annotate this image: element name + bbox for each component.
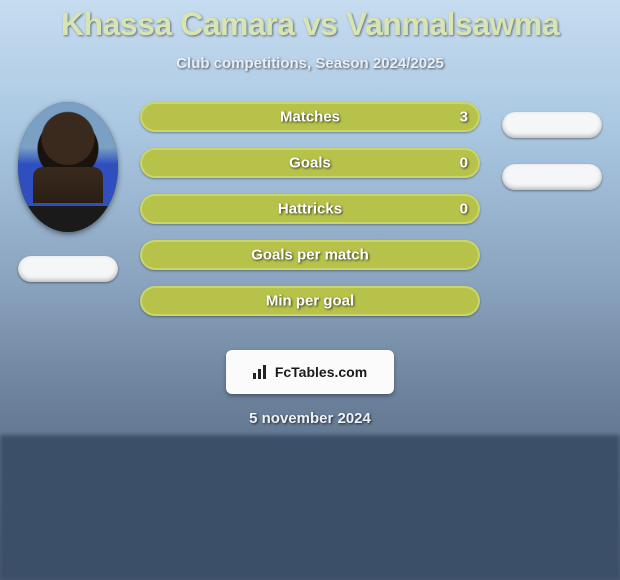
stat-bar: Hattricks0	[140, 194, 480, 224]
comparison-content: Matches3Goals0Hattricks0Goals per matchM…	[0, 102, 620, 332]
stat-bar-label: Goals per match	[142, 247, 478, 264]
player-right-name-pill-1	[502, 112, 602, 138]
player-left-avatar	[18, 102, 118, 232]
bar-chart-icon	[253, 365, 271, 379]
stat-bar: Min per goal	[140, 286, 480, 316]
stat-bar: Goals per match	[140, 240, 480, 270]
page-subtitle: Club competitions, Season 2024/2025	[0, 55, 620, 72]
stat-bars: Matches3Goals0Hattricks0Goals per matchM…	[140, 102, 480, 316]
infographic-container: Khassa Camara vs Vanmalsawma Club compet…	[0, 0, 620, 580]
player-right-name-pill-2	[502, 164, 602, 190]
stat-bar-label: Min per goal	[142, 293, 478, 310]
stat-bar-value-right: 0	[460, 155, 468, 172]
brand-text: FcTables.com	[275, 364, 367, 380]
page-title: Khassa Camara vs Vanmalsawma	[0, 0, 620, 43]
stat-bar-label: Hattricks	[142, 201, 478, 218]
player-left-column	[8, 102, 128, 282]
stat-bar-value-right: 3	[460, 109, 468, 126]
date-text: 5 november 2024	[0, 410, 620, 427]
stat-bar-value-right: 0	[460, 201, 468, 218]
stat-bar-label: Goals	[142, 155, 478, 172]
stat-bar: Goals0	[140, 148, 480, 178]
stat-bar-label: Matches	[142, 109, 478, 126]
player-right-column	[492, 102, 612, 190]
brand-badge: FcTables.com	[226, 350, 394, 394]
stat-bar: Matches3	[140, 102, 480, 132]
player-left-name-pill	[18, 256, 118, 282]
